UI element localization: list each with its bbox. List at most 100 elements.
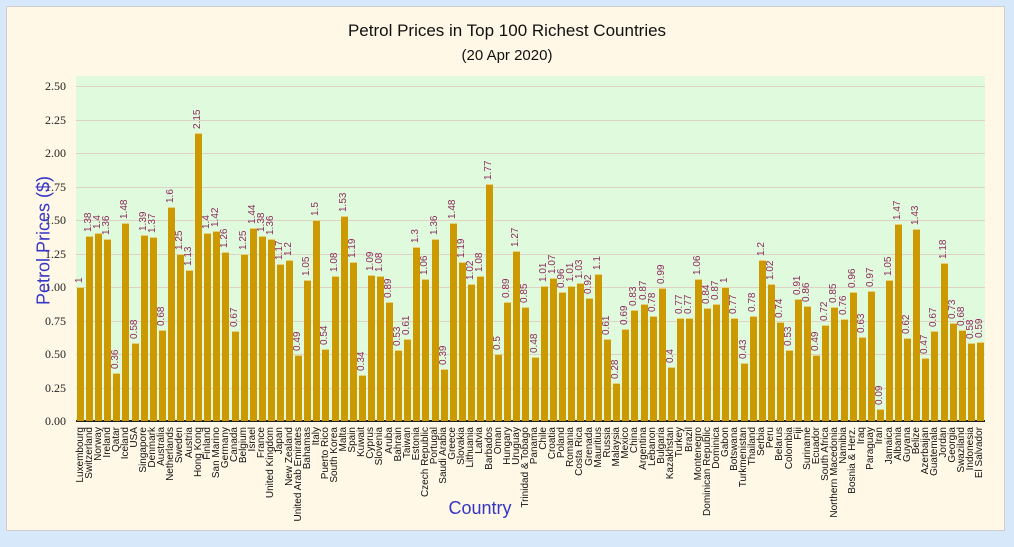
bar[interactable]	[504, 301, 512, 421]
bar[interactable]	[258, 236, 266, 421]
bar[interactable]	[749, 316, 757, 421]
bar[interactable]	[713, 304, 721, 421]
bar[interactable]	[313, 220, 321, 421]
bar[interactable]	[249, 228, 257, 421]
bar[interactable]	[776, 321, 784, 421]
bar[interactable]	[367, 274, 375, 421]
bar[interactable]	[786, 349, 794, 421]
bar[interactable]	[858, 336, 866, 421]
bar[interactable]	[158, 329, 166, 421]
bar[interactable]	[695, 278, 703, 421]
bar[interactable]	[304, 280, 312, 421]
bar[interactable]	[276, 264, 284, 421]
bar[interactable]	[922, 358, 930, 421]
bar[interactable]	[686, 317, 694, 421]
bar[interactable]	[913, 229, 921, 421]
bar[interactable]	[731, 317, 739, 421]
bar[interactable]	[122, 222, 130, 421]
bar[interactable]	[813, 355, 821, 421]
bar[interactable]	[876, 408, 884, 421]
bar[interactable]	[758, 260, 766, 421]
bar[interactable]	[286, 260, 294, 421]
bar[interactable]	[886, 280, 893, 421]
bar[interactable]	[567, 285, 575, 421]
bar[interactable]	[676, 317, 684, 421]
bar[interactable]	[595, 273, 603, 421]
bar[interactable]	[295, 355, 303, 421]
bar[interactable]	[395, 349, 403, 421]
bar[interactable]	[340, 215, 348, 421]
bar[interactable]	[358, 375, 366, 421]
bar[interactable]	[558, 292, 566, 421]
bar[interactable]	[86, 236, 94, 421]
bar[interactable]	[422, 278, 430, 421]
bar[interactable]	[113, 372, 121, 421]
bar[interactable]	[540, 285, 548, 421]
bar[interactable]	[940, 262, 948, 421]
bar[interactable]	[613, 383, 621, 421]
bar[interactable]	[467, 284, 475, 421]
bar[interactable]	[231, 331, 239, 421]
bar[interactable]	[658, 288, 666, 421]
bar[interactable]	[167, 206, 175, 421]
bar[interactable]	[204, 233, 212, 421]
bar[interactable]	[967, 343, 975, 421]
bar[interactable]	[822, 324, 830, 421]
bar[interactable]	[486, 183, 494, 421]
bar[interactable]	[931, 331, 939, 421]
bar[interactable]	[895, 224, 903, 421]
bar[interactable]	[549, 277, 557, 421]
bar[interactable]	[476, 276, 484, 421]
bar[interactable]	[495, 354, 503, 421]
bar[interactable]	[586, 297, 594, 421]
bar[interactable]	[904, 337, 912, 421]
bar[interactable]	[186, 269, 194, 421]
bar[interactable]	[531, 356, 539, 421]
bar[interactable]	[404, 339, 412, 421]
bar[interactable]	[458, 261, 466, 421]
bar[interactable]	[195, 132, 203, 421]
bar[interactable]	[667, 367, 675, 421]
bar[interactable]	[176, 253, 184, 421]
bar[interactable]	[131, 343, 139, 421]
bar[interactable]	[722, 287, 730, 421]
bar[interactable]	[413, 246, 421, 421]
bar[interactable]	[322, 348, 330, 421]
bar[interactable]	[149, 237, 157, 421]
bar[interactable]	[831, 307, 839, 421]
bar[interactable]	[849, 292, 857, 421]
bar[interactable]	[949, 323, 957, 421]
bar[interactable]	[104, 238, 112, 421]
bar[interactable]	[331, 276, 339, 421]
bar[interactable]	[140, 234, 148, 421]
bar[interactable]	[976, 341, 984, 421]
bar[interactable]	[440, 368, 448, 421]
bar[interactable]	[840, 319, 848, 421]
bar[interactable]	[522, 307, 530, 421]
bar[interactable]	[431, 238, 439, 421]
bar[interactable]	[795, 299, 803, 421]
bar[interactable]	[386, 301, 394, 421]
bar[interactable]	[631, 309, 639, 421]
bar[interactable]	[376, 276, 384, 421]
bar[interactable]	[576, 282, 584, 421]
bar[interactable]	[804, 305, 812, 421]
bar[interactable]	[213, 230, 221, 421]
bar[interactable]	[77, 287, 84, 421]
bar[interactable]	[622, 328, 630, 421]
bar[interactable]	[704, 308, 712, 421]
bar[interactable]	[222, 252, 230, 421]
bar[interactable]	[240, 253, 248, 421]
bar[interactable]	[649, 316, 657, 421]
bar[interactable]	[867, 291, 875, 421]
bar[interactable]	[513, 250, 521, 421]
bar[interactable]	[95, 233, 103, 421]
bar[interactable]	[767, 284, 775, 421]
bar[interactable]	[604, 339, 612, 421]
bar[interactable]	[958, 329, 966, 421]
bar[interactable]	[267, 238, 275, 421]
bar[interactable]	[740, 363, 748, 421]
bar[interactable]	[449, 222, 457, 421]
bar[interactable]	[640, 304, 648, 421]
bar[interactable]	[349, 261, 357, 421]
